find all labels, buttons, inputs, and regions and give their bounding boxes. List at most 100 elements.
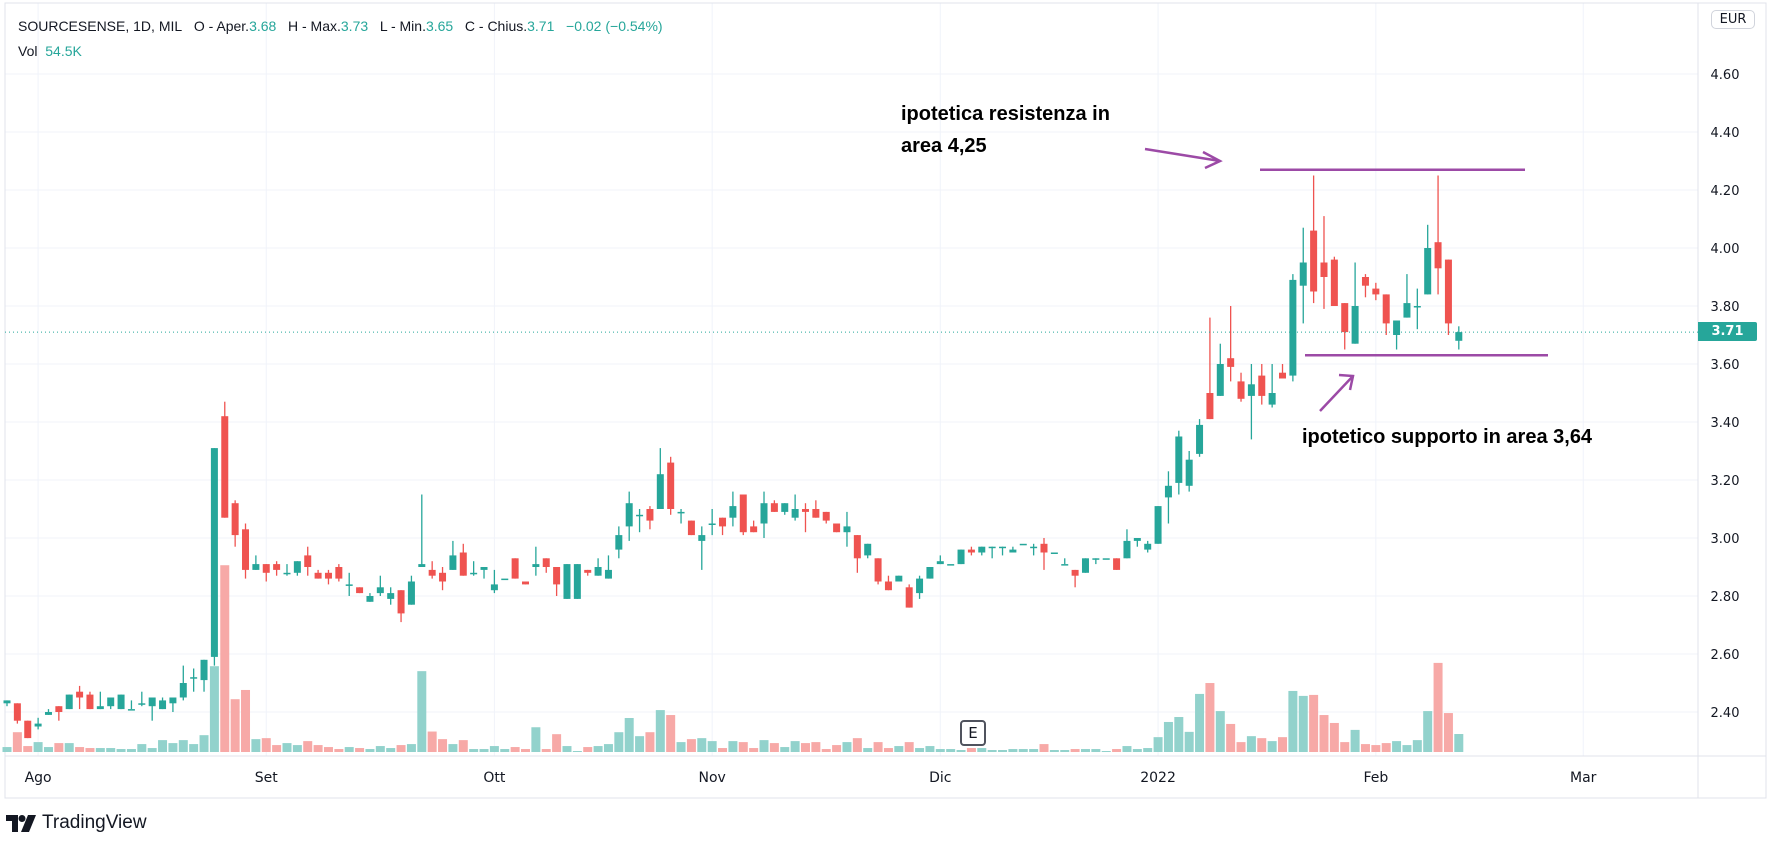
candle[interactable]: [387, 587, 395, 605]
candle[interactable]: [1372, 282, 1380, 301]
candle[interactable]: [708, 509, 716, 536]
candle[interactable]: [947, 564, 955, 566]
candle[interactable]: [65, 694, 73, 710]
candle[interactable]: [1196, 419, 1204, 457]
support-annotation[interactable]: ipotetico supporto in area 3,64: [1302, 426, 1593, 448]
candle[interactable]: [1444, 259, 1452, 335]
candle[interactable]: [293, 561, 301, 576]
candle[interactable]: [1164, 471, 1172, 524]
resistance-annotation[interactable]: ipotetica resistenza in area 4,25: [901, 98, 1110, 162]
candle[interactable]: [1268, 364, 1276, 408]
candle[interactable]: [801, 503, 809, 533]
candle[interactable]: [1237, 372, 1245, 402]
candle[interactable]: [864, 543, 872, 559]
candle[interactable]: [397, 590, 405, 623]
candle[interactable]: [356, 587, 364, 594]
candle[interactable]: [812, 500, 820, 518]
candle[interactable]: [449, 540, 457, 570]
candle[interactable]: [936, 555, 944, 565]
candle[interactable]: [604, 555, 612, 579]
candle[interactable]: [1050, 552, 1058, 555]
candle[interactable]: [1154, 506, 1162, 544]
candle[interactable]: [1061, 558, 1069, 566]
candle[interactable]: [96, 691, 104, 710]
candle[interactable]: [1071, 569, 1079, 588]
resistance-arrow[interactable]: [1144, 147, 1223, 170]
candle[interactable]: [1310, 175, 1318, 304]
candle[interactable]: [1382, 294, 1390, 335]
candle[interactable]: [1030, 543, 1038, 556]
candle[interactable]: [159, 697, 167, 710]
candle[interactable]: [1216, 343, 1224, 396]
candle[interactable]: [169, 697, 177, 713]
candle[interactable]: [553, 567, 561, 596]
candle[interactable]: [283, 564, 291, 576]
candle[interactable]: [988, 546, 996, 559]
candle[interactable]: [1289, 274, 1297, 382]
candle[interactable]: [44, 709, 52, 715]
candle[interactable]: [1133, 538, 1141, 547]
candle[interactable]: [1009, 546, 1017, 553]
support-arrow[interactable]: [1319, 373, 1355, 412]
candle[interactable]: [719, 517, 727, 536]
candle[interactable]: [1455, 326, 1463, 350]
candle[interactable]: [1102, 558, 1110, 560]
candle[interactable]: [345, 572, 353, 596]
candle[interactable]: [1206, 317, 1214, 420]
candle[interactable]: [1341, 303, 1349, 350]
candle[interactable]: [1361, 274, 1369, 298]
candle[interactable]: [501, 578, 509, 581]
candle[interactable]: [324, 569, 332, 585]
candle[interactable]: [314, 569, 322, 579]
candle[interactable]: [573, 564, 581, 599]
candle[interactable]: [584, 569, 592, 576]
candle[interactable]: [1393, 320, 1401, 350]
candle[interactable]: [874, 558, 882, 585]
candle[interactable]: [522, 581, 529, 585]
candle[interactable]: [750, 520, 758, 533]
candle[interactable]: [3, 700, 11, 707]
candle[interactable]: [843, 511, 851, 547]
candle[interactable]: [770, 500, 778, 512]
candle[interactable]: [884, 575, 892, 591]
candle[interactable]: [1123, 529, 1131, 559]
candle[interactable]: [1019, 543, 1027, 546]
candle[interactable]: [1351, 262, 1359, 344]
candle[interactable]: [895, 575, 903, 582]
candle[interactable]: [138, 691, 146, 707]
candle[interactable]: [999, 546, 1007, 556]
candle[interactable]: [376, 575, 384, 596]
candle[interactable]: [24, 720, 32, 739]
candle[interactable]: [656, 448, 664, 509]
candle[interactable]: [781, 503, 789, 515]
candle[interactable]: [687, 520, 695, 536]
candle[interactable]: [1424, 224, 1432, 295]
candle[interactable]: [563, 564, 571, 599]
candle[interactable]: [916, 575, 924, 599]
candle[interactable]: [179, 665, 187, 701]
candle[interactable]: [542, 558, 550, 573]
candle[interactable]: [729, 491, 737, 527]
candle[interactable]: [221, 401, 229, 518]
candle[interactable]: [490, 569, 498, 594]
candle[interactable]: [957, 549, 965, 565]
candle[interactable]: [698, 526, 706, 570]
candle[interactable]: [760, 491, 768, 538]
candle[interactable]: [76, 685, 84, 710]
candle[interactable]: [55, 706, 63, 721]
candle[interactable]: [1144, 540, 1152, 553]
candle[interactable]: [117, 694, 125, 710]
candle[interactable]: [1081, 558, 1089, 573]
candle[interactable]: [86, 691, 94, 710]
candle[interactable]: [1299, 227, 1307, 324]
candle[interactable]: [615, 526, 623, 559]
candle[interactable]: [200, 659, 208, 692]
candle[interactable]: [428, 561, 436, 579]
candle[interactable]: [34, 717, 42, 730]
candle[interactable]: [1330, 256, 1338, 306]
candle[interactable]: [439, 567, 447, 591]
candle[interactable]: [107, 697, 115, 710]
candle[interactable]: [739, 494, 747, 536]
candle[interactable]: [242, 523, 250, 579]
